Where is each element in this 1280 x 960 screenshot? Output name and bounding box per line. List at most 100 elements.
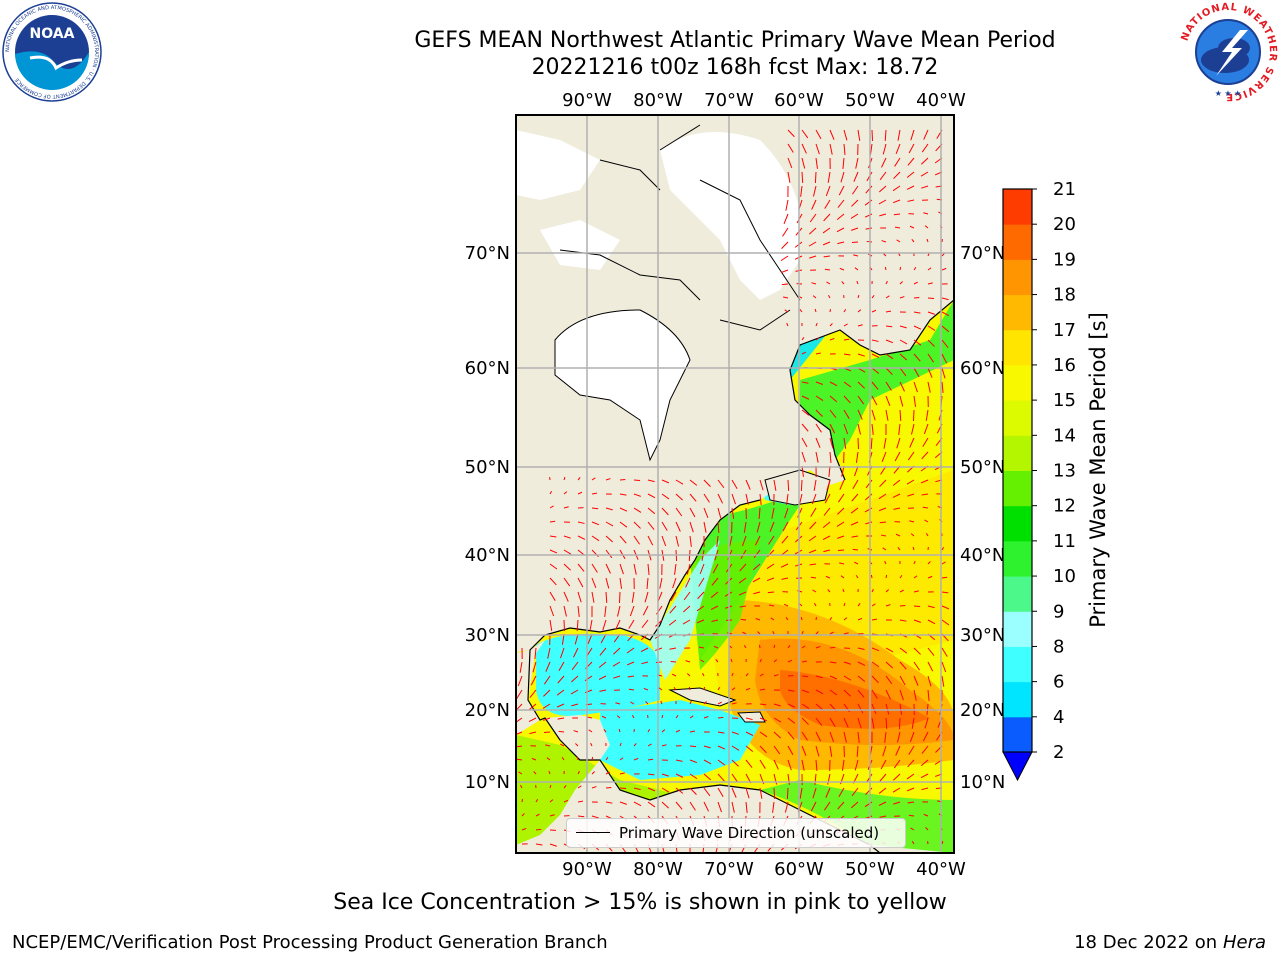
wave-vector <box>892 493 901 498</box>
wave-direction-vectors <box>516 129 950 853</box>
wave-vector <box>810 576 817 579</box>
colorbar-tick-label: 17 <box>1053 320 1076 341</box>
wave-vector <box>814 171 817 184</box>
wave-vector <box>605 801 613 804</box>
wave-vector <box>801 451 806 463</box>
wave-vector <box>631 714 635 719</box>
wave-vector <box>766 563 775 570</box>
wave-vector <box>921 493 929 496</box>
wave-vector <box>808 549 817 554</box>
wave-vector <box>828 465 831 477</box>
colorbar-segment <box>1003 259 1032 296</box>
hudson-bay-mask <box>554 309 691 462</box>
wave-vector <box>549 784 552 789</box>
wave-vector <box>840 575 845 579</box>
wave-vector <box>899 339 908 345</box>
wave-vector <box>628 619 635 629</box>
colorbar-tick-label: 6 <box>1053 672 1064 693</box>
wave-vector <box>633 787 641 791</box>
wave-vector <box>829 731 835 743</box>
wave-vector <box>659 577 663 589</box>
wave-vector <box>871 689 878 699</box>
wave-vector <box>591 591 595 603</box>
wave-vector <box>660 700 663 705</box>
wave-vector <box>783 213 789 224</box>
wave-vector <box>895 745 901 756</box>
wave-vector <box>588 729 593 733</box>
wave-vector <box>633 563 637 575</box>
wave-vector <box>675 479 684 485</box>
wave-vector <box>941 619 950 626</box>
wave-vector <box>871 661 880 668</box>
wave-vector <box>815 423 822 433</box>
lat-labels-left: 70°N 60°N 50°N 40°N 30°N 20°N 10°N <box>465 243 510 793</box>
wave-vector <box>801 645 806 649</box>
wave-vector <box>773 659 778 663</box>
wave-vector <box>836 521 845 527</box>
wave-vector <box>759 658 762 663</box>
wave-vector <box>909 731 915 743</box>
lon-label: 40°W <box>916 859 966 880</box>
wave-vector <box>822 241 831 246</box>
wave-vector <box>661 493 670 500</box>
wave-vector <box>829 409 837 418</box>
wave-vector <box>731 672 734 677</box>
wave-vector <box>941 561 946 565</box>
wave-vector <box>619 521 628 528</box>
wave-vector <box>823 549 831 553</box>
wave-vector <box>605 563 611 574</box>
wave-vector <box>563 605 567 617</box>
wave-vector <box>619 801 627 805</box>
colorbar-segment <box>1003 189 1032 225</box>
wave-vector <box>837 241 845 245</box>
wave-vector <box>598 675 607 680</box>
lon-labels-bottom: 90°W 80°W 70°W 60°W 50°W 40°W <box>562 859 966 880</box>
wave-vector <box>682 619 691 625</box>
wave-vector <box>696 605 705 612</box>
wave-vector <box>703 686 706 691</box>
wave-vector <box>689 745 697 748</box>
wave-vector <box>549 619 553 631</box>
wave-vector <box>837 535 845 539</box>
wave-vector <box>927 267 932 271</box>
wave-vector <box>703 493 710 503</box>
colorbar-tick-label: 4 <box>1053 707 1064 728</box>
wave-vector <box>528 717 537 723</box>
wave-vector <box>786 493 789 505</box>
wave-vector <box>899 574 903 579</box>
wave-vector <box>549 549 558 554</box>
wave-vector <box>882 745 887 757</box>
wave-vector <box>715 659 719 663</box>
wave-vector <box>839 562 845 565</box>
wave-vector <box>711 577 719 586</box>
wave-vector <box>822 521 831 529</box>
wave-vector <box>825 787 831 798</box>
wave-vector <box>545 661 551 672</box>
colorbar-segment <box>1003 329 1032 366</box>
wave-vector <box>899 325 907 329</box>
wave-vector <box>941 647 948 657</box>
wave-vector <box>717 716 724 719</box>
colorbar-segment <box>1003 716 1032 753</box>
wave-vector <box>759 479 764 491</box>
wave-vector <box>717 745 726 750</box>
wave-vector <box>781 241 789 249</box>
wave-vector <box>898 423 901 435</box>
wave-vector <box>910 129 915 141</box>
wave-vector <box>731 759 739 767</box>
wave-vector <box>921 157 929 165</box>
wave-vector <box>683 591 691 601</box>
wave-vector <box>591 477 596 481</box>
wave-vector <box>773 745 781 755</box>
wave-vector <box>829 423 836 434</box>
wave-vector <box>745 673 749 677</box>
wave-vector <box>586 716 593 719</box>
wave-vector <box>829 395 838 403</box>
wave-vector <box>871 353 880 358</box>
wave-vector <box>811 493 817 505</box>
wave-vector <box>878 801 887 806</box>
colorbar: 2 4 6 8 9 10 11 12 13 14 15 16 17 18 19 20 21 <box>1002 179 1076 782</box>
wave-vector <box>731 702 737 705</box>
wave-vector <box>913 367 920 378</box>
wave-vector <box>685 577 691 588</box>
